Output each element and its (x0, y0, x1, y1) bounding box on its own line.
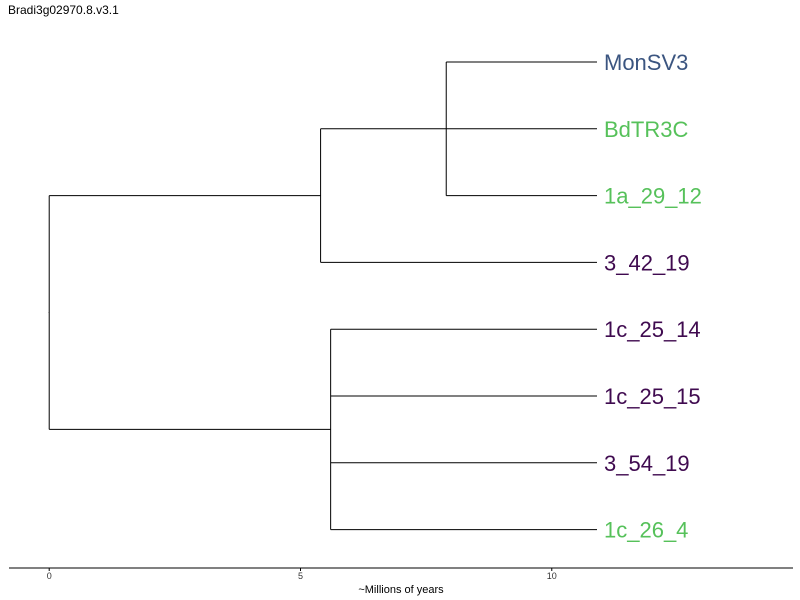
tree-branches (48, 61, 597, 531)
leaf-label-bdtr3c: BdTR3C (604, 117, 688, 142)
leaf-label-3-42-19: 3_42_19 (604, 250, 690, 275)
leaf-label-1c-26-4: 1c_26_4 (604, 518, 688, 543)
leaf-labels: MonSV3 BdTR3C 1a_29_12 3_42_19 1c_25_14 1c_25… (604, 50, 702, 543)
x-tick-label-0: 0 (47, 571, 52, 581)
leaf-label-monsv3: MonSV3 (604, 50, 688, 75)
leaf-label-3-54-19: 3_54_19 (604, 451, 690, 476)
chart-title: Bradi3g02970.8.v3.1 (8, 3, 119, 17)
leaf-label-1c-25-14: 1c_25_14 (604, 317, 701, 342)
leaf-label-1c-25-15: 1c_25_15 (604, 384, 701, 409)
x-tick-label-10: 10 (547, 571, 557, 581)
leaf-label-1a-29-12: 1a_29_12 (604, 184, 702, 209)
x-axis-label: ~Millions of years (358, 584, 444, 596)
x-tick-label-5: 5 (298, 571, 303, 581)
x-axis-ticks: 0 5 10 (47, 568, 557, 581)
x-axis: 0 5 10 ~Millions of years (9, 567, 793, 596)
